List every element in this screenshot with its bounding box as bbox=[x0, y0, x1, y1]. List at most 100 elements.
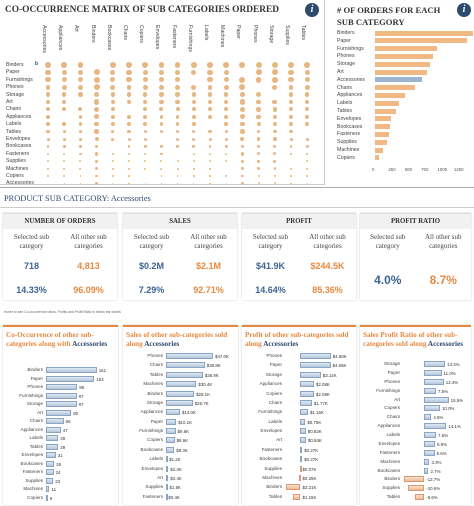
orders-bar[interactable] bbox=[375, 85, 415, 91]
matrix-dot[interactable] bbox=[142, 84, 148, 90]
matrix-dot[interactable] bbox=[208, 145, 212, 148]
matrix-dot[interactable] bbox=[143, 145, 147, 148]
matrix-dot[interactable] bbox=[175, 92, 180, 97]
matrix-dot[interactable] bbox=[159, 137, 163, 141]
panel-bar[interactable] bbox=[300, 465, 303, 472]
panel-bar[interactable] bbox=[298, 474, 301, 481]
matrix-dot[interactable] bbox=[306, 175, 309, 177]
matrix-dot[interactable] bbox=[159, 129, 164, 134]
matrix-dot[interactable] bbox=[223, 92, 229, 97]
matrix-dot[interactable] bbox=[305, 122, 309, 126]
matrix-dot[interactable] bbox=[144, 160, 147, 163]
matrix-dot[interactable] bbox=[47, 175, 49, 177]
matrix-dot[interactable] bbox=[223, 69, 229, 76]
matrix-dot[interactable] bbox=[62, 152, 66, 156]
panel-bar[interactable] bbox=[166, 353, 213, 359]
panel-bar[interactable] bbox=[46, 486, 50, 492]
matrix-dot[interactable] bbox=[175, 77, 181, 83]
matrix-dot[interactable] bbox=[94, 152, 99, 156]
panel-bar[interactable] bbox=[424, 467, 429, 474]
matrix-dot[interactable] bbox=[192, 137, 196, 141]
panel-bar[interactable] bbox=[166, 465, 169, 472]
matrix-dot[interactable] bbox=[240, 121, 245, 127]
matrix-dot[interactable] bbox=[61, 69, 67, 76]
matrix-dot[interactable] bbox=[78, 107, 83, 112]
matrix-dot[interactable] bbox=[109, 62, 116, 68]
matrix-dot[interactable] bbox=[289, 114, 293, 119]
matrix-dot[interactable] bbox=[289, 152, 293, 156]
matrix-dot[interactable] bbox=[225, 167, 228, 170]
panel-bar[interactable] bbox=[46, 477, 54, 484]
matrix-dot[interactable] bbox=[45, 107, 51, 112]
matrix-dot[interactable] bbox=[112, 182, 114, 185]
matrix-dot[interactable] bbox=[46, 137, 50, 141]
matrix-dot[interactable] bbox=[191, 114, 196, 119]
matrix-dot[interactable] bbox=[61, 92, 67, 97]
matrix-dot[interactable] bbox=[111, 160, 114, 163]
panel-bar[interactable] bbox=[300, 437, 306, 444]
matrix-dot[interactable] bbox=[62, 137, 66, 141]
orders-bar[interactable] bbox=[375, 69, 427, 75]
matrix-dot[interactable] bbox=[46, 129, 50, 134]
matrix-dot[interactable] bbox=[241, 182, 244, 185]
matrix-dot[interactable] bbox=[142, 77, 148, 83]
matrix-dot[interactable] bbox=[306, 182, 308, 185]
panel-bar[interactable] bbox=[46, 460, 55, 467]
matrix-dot[interactable] bbox=[305, 114, 310, 119]
matrix-dot[interactable] bbox=[160, 182, 163, 185]
matrix-dot[interactable] bbox=[224, 145, 228, 148]
matrix-dot[interactable] bbox=[143, 99, 148, 105]
matrix-dot[interactable] bbox=[257, 167, 260, 170]
matrix-dot[interactable] bbox=[143, 152, 147, 156]
matrix-dot[interactable] bbox=[273, 144, 277, 148]
panel-bar[interactable] bbox=[46, 367, 97, 373]
matrix-dot[interactable] bbox=[144, 167, 147, 170]
matrix-dot[interactable] bbox=[305, 99, 310, 105]
matrix-dot[interactable] bbox=[111, 129, 115, 134]
matrix-dot[interactable] bbox=[272, 129, 277, 134]
panel-bar[interactable] bbox=[300, 353, 331, 359]
matrix-dot[interactable] bbox=[127, 145, 131, 148]
panel-bar[interactable] bbox=[166, 390, 195, 397]
matrix-dot[interactable] bbox=[110, 107, 115, 112]
matrix-dot[interactable] bbox=[95, 182, 98, 185]
matrix-dot[interactable] bbox=[110, 69, 116, 76]
matrix-dot[interactable] bbox=[256, 99, 261, 105]
matrix-dot[interactable] bbox=[207, 92, 213, 97]
panel-bar[interactable] bbox=[46, 435, 59, 441]
matrix-dot[interactable] bbox=[224, 137, 228, 141]
matrix-dot[interactable] bbox=[223, 77, 229, 83]
matrix-dot[interactable] bbox=[207, 99, 213, 105]
panel-bar[interactable] bbox=[300, 381, 314, 388]
matrix-dot[interactable] bbox=[158, 84, 164, 90]
matrix-dot[interactable] bbox=[94, 121, 99, 127]
matrix-dot[interactable] bbox=[273, 167, 276, 170]
orders-bar[interactable] bbox=[375, 147, 383, 153]
panel-bar[interactable] bbox=[46, 494, 48, 501]
matrix-dot[interactable] bbox=[192, 160, 195, 163]
matrix-dot[interactable] bbox=[271, 69, 278, 76]
matrix-dot[interactable] bbox=[289, 137, 293, 141]
orders-bar[interactable] bbox=[375, 77, 422, 83]
matrix-dot[interactable] bbox=[95, 167, 99, 171]
matrix-dot[interactable] bbox=[290, 167, 292, 170]
matrix-dot[interactable] bbox=[239, 91, 246, 98]
orders-bar[interactable] bbox=[375, 30, 474, 36]
matrix-dot[interactable] bbox=[46, 145, 50, 148]
panel-bar[interactable] bbox=[166, 456, 168, 463]
matrix-dot[interactable] bbox=[176, 137, 180, 141]
matrix-dot[interactable] bbox=[175, 84, 181, 90]
matrix-dot[interactable] bbox=[175, 129, 180, 134]
panel-bar[interactable] bbox=[424, 423, 447, 430]
matrix-dot[interactable] bbox=[256, 137, 261, 141]
panel-bar[interactable] bbox=[166, 371, 203, 378]
matrix-dot[interactable] bbox=[78, 122, 83, 126]
matrix-dot[interactable] bbox=[239, 62, 246, 68]
matrix-dot[interactable] bbox=[193, 182, 195, 185]
orders-bar[interactable] bbox=[375, 92, 406, 98]
matrix-dot[interactable] bbox=[127, 129, 131, 134]
matrix-dot[interactable] bbox=[61, 62, 68, 68]
matrix-dot[interactable] bbox=[62, 122, 66, 126]
panel-bar[interactable] bbox=[46, 443, 59, 450]
matrix-dot[interactable] bbox=[93, 99, 100, 105]
